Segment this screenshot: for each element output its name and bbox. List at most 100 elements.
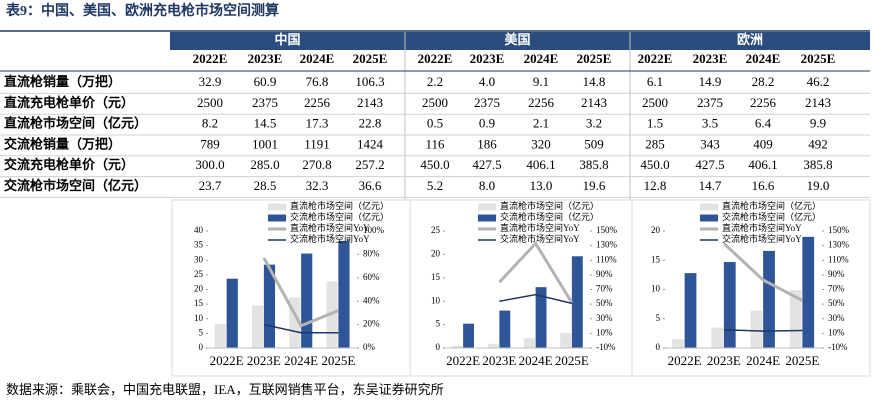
row-label: 直流枪销量（万把）	[4, 74, 121, 89]
cell: 300.0	[195, 157, 224, 172]
chart-frame	[631, 199, 871, 377]
y-tick-label: 20	[194, 284, 204, 294]
bar	[251, 305, 264, 348]
column-header: 2022E	[638, 51, 673, 66]
cell: 257.2	[355, 157, 384, 172]
line	[263, 323, 339, 334]
cell: 409	[753, 136, 773, 151]
cell: 3.5	[702, 116, 718, 131]
cell: 36.6	[359, 178, 382, 193]
column-header: 2025E	[801, 51, 836, 66]
cell: 1.5	[647, 116, 663, 131]
cell: 2500	[422, 95, 448, 110]
y-tick-label: 15	[651, 254, 661, 264]
cell: 385.8	[579, 157, 608, 172]
column-header: 2025E	[353, 51, 388, 66]
y2-tick-label: 90%	[828, 269, 845, 279]
x-tick-label: 2024E	[284, 353, 318, 368]
legend-label: 交流枪市场空间（亿元）	[290, 211, 389, 222]
cell: 76.8	[306, 74, 329, 89]
y-tick-label: 25	[194, 269, 204, 279]
cell: 406.1	[748, 157, 777, 172]
cell: 13.0	[530, 178, 553, 193]
cell: 427.5	[695, 157, 724, 172]
cell: 32.9	[199, 74, 222, 89]
bar	[571, 256, 583, 348]
cell: 1001	[252, 136, 278, 151]
cell: 8.0	[479, 178, 495, 193]
legend-label: 直流枪市场空间YoY	[722, 222, 802, 233]
bar	[499, 310, 511, 348]
cell: 60.9	[254, 74, 277, 89]
legend-swatch	[700, 214, 718, 222]
cell: 23.7	[199, 178, 222, 193]
cell: 19.6	[583, 178, 606, 193]
row-label: 直流枪市场空间（亿元）	[4, 116, 147, 131]
bar	[763, 250, 775, 348]
cell: 14.7	[699, 178, 722, 193]
y2-tick-label: 30%	[596, 313, 613, 323]
column-header: 2023E	[248, 51, 283, 66]
y2-tick-label: 150%	[596, 225, 618, 235]
column-header: 2025E	[577, 51, 612, 66]
legend-label: 直流枪市场空间（亿元）	[290, 200, 389, 211]
y2-tick-label: 150%	[828, 225, 850, 235]
y2-tick-label: 70%	[828, 284, 845, 294]
cell: 106.3	[355, 74, 384, 89]
cell: 343	[700, 136, 720, 151]
cell: 450.0	[420, 157, 449, 172]
source: 数据来源：乘联会，中国充电联盟，IEA，互联网销售平台，东吴证券研究所	[6, 382, 444, 397]
column-header: 2024E	[524, 51, 559, 66]
x-tick-label: 2022E	[668, 353, 702, 368]
y-tick-label: 0	[656, 342, 661, 352]
cell: 19.0	[807, 178, 830, 193]
bar	[672, 339, 684, 348]
y2-tick-label: 60%	[363, 272, 380, 282]
y2-tick-label: 20%	[363, 319, 380, 329]
bar	[711, 327, 724, 348]
y2-tick-label: -10%	[828, 342, 848, 352]
legend-swatch	[478, 214, 496, 222]
column-header: 2022E	[418, 51, 453, 66]
y-tick-label: 5	[436, 319, 441, 329]
cell: 16.6	[752, 178, 775, 193]
bar	[535, 287, 547, 348]
cell: 1424	[357, 136, 384, 151]
cell: 406.1	[526, 157, 555, 172]
cell: 14.5	[254, 116, 277, 131]
y2-tick-label: 130%	[828, 240, 850, 250]
cell: 8.2	[202, 116, 218, 131]
legend-label: 直流枪市场空间（亿元）	[500, 200, 599, 211]
y2-tick-label: 30%	[828, 313, 845, 323]
cell: 285	[645, 136, 665, 151]
x-tick-label: 2024E	[746, 353, 780, 368]
group-header: 中国	[274, 32, 300, 47]
y2-tick-label: 50%	[596, 298, 613, 308]
x-tick-label: 2025E	[555, 353, 589, 368]
bar	[289, 297, 301, 348]
cell: 509	[584, 136, 604, 151]
y-tick-label: 40	[194, 225, 204, 235]
y-tick-label: 5	[656, 313, 661, 323]
x-tick-label: 2023E	[247, 353, 281, 368]
cell: 450.0	[640, 157, 669, 172]
cell: 5.2	[427, 178, 443, 193]
bar	[463, 323, 474, 348]
cell: 320	[531, 136, 551, 151]
bar	[487, 343, 499, 348]
y-tick-label: 35	[194, 240, 204, 250]
x-tick-label: 2022E	[446, 353, 480, 368]
y-tick-label: 10	[651, 284, 661, 294]
y2-tick-label: 130%	[596, 240, 618, 250]
y2-tick-label: -10%	[596, 342, 616, 352]
y2-tick-label: 70%	[596, 284, 613, 294]
legend-label: 交流枪市场空间YoY	[290, 233, 370, 244]
cell: 186	[477, 136, 497, 151]
column-header: 2024E	[300, 51, 335, 66]
column-header: 2024E	[746, 51, 781, 66]
cell: 2143	[357, 95, 383, 110]
y2-tick-label: 0%	[363, 342, 376, 352]
cell: 2143	[805, 95, 831, 110]
bar	[524, 338, 535, 348]
